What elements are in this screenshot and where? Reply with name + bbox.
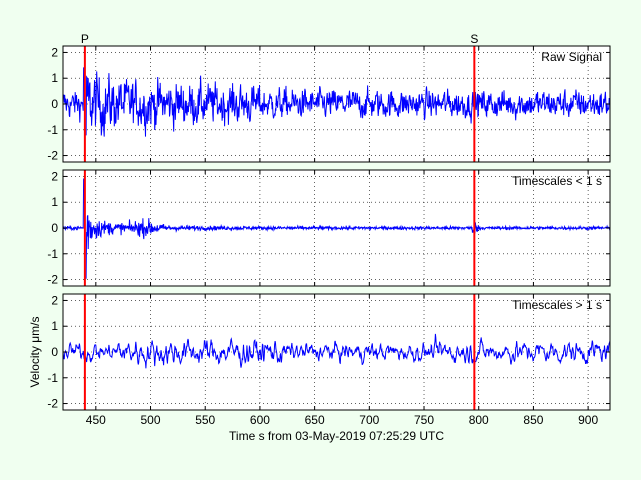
x-tick-label: 550 xyxy=(195,413,215,427)
y-tick-label: 0 xyxy=(51,221,58,235)
panel-title: Timescales > 1 s xyxy=(512,298,602,312)
x-tick-label: 650 xyxy=(305,413,325,427)
phase-label-s: S xyxy=(470,32,478,46)
phase-label-p: P xyxy=(81,32,89,46)
y-axis-label: Velocity μm/s xyxy=(28,317,42,388)
panel-short: -2 -1 0 1 2 Timescales < 1 s xyxy=(47,169,611,287)
panel-raw: -2 -1 0 1 2 Raw Signal xyxy=(47,45,611,163)
y-tick-label: -2 xyxy=(47,397,58,411)
y-tick-label: -2 xyxy=(47,273,58,287)
x-tick-label: 750 xyxy=(414,413,434,427)
panel-long: -2 -1 0 1 2 Timescales > 1 s xyxy=(47,293,611,411)
x-tick-label: 900 xyxy=(578,413,598,427)
x-tick-label: 500 xyxy=(141,413,161,427)
y-tick-label: -1 xyxy=(47,371,58,385)
panel-title: Timescales < 1 s xyxy=(512,174,602,188)
y-tick-label: -1 xyxy=(47,247,58,261)
x-tick-label: 450 xyxy=(86,413,106,427)
waveform-trace xyxy=(62,178,611,279)
y-tick-label: 2 xyxy=(51,45,58,59)
x-tick-label: 700 xyxy=(359,413,379,427)
y-tick-label: 0 xyxy=(51,345,58,359)
y-tick-label: 1 xyxy=(51,71,58,85)
y-tick-label: -1 xyxy=(47,123,58,137)
y-tick-label: 0 xyxy=(51,97,58,111)
y-tick-label: -2 xyxy=(47,149,58,163)
x-axis-label: Time s from 03-May-2019 07:25:29 UTC xyxy=(229,429,444,443)
y-tick-label: 1 xyxy=(51,195,58,209)
x-tick-label: 850 xyxy=(523,413,543,427)
y-tick-label: 1 xyxy=(51,319,58,333)
waveform-trace xyxy=(62,67,611,137)
panel-title: Raw Signal xyxy=(541,50,602,64)
x-tick-label: 600 xyxy=(250,413,270,427)
y-tick-label: 2 xyxy=(51,293,58,307)
waveform-trace xyxy=(62,333,611,369)
y-tick-label: 2 xyxy=(51,169,58,183)
x-tick-label: 800 xyxy=(469,413,489,427)
